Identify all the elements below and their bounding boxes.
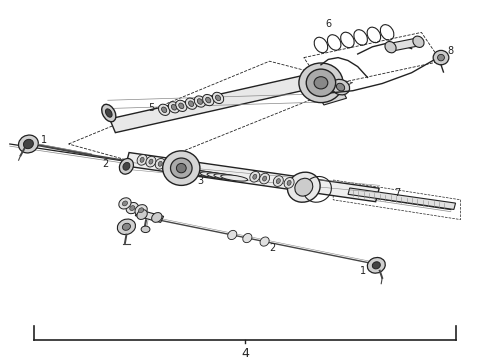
Text: 2: 2 — [269, 243, 275, 253]
Ellipse shape — [139, 208, 144, 213]
Ellipse shape — [117, 219, 136, 235]
Text: 2: 2 — [102, 159, 108, 169]
Ellipse shape — [126, 202, 139, 214]
Ellipse shape — [413, 36, 424, 48]
Ellipse shape — [176, 163, 186, 173]
Ellipse shape — [168, 102, 180, 113]
Text: 6: 6 — [325, 19, 331, 30]
Ellipse shape — [287, 180, 291, 185]
Bar — [320, 91, 346, 105]
Ellipse shape — [123, 162, 130, 170]
Ellipse shape — [186, 170, 214, 176]
Ellipse shape — [172, 104, 176, 110]
Ellipse shape — [162, 107, 167, 113]
Ellipse shape — [220, 175, 248, 181]
Ellipse shape — [19, 135, 38, 153]
Ellipse shape — [141, 226, 150, 233]
Bar — [110, 73, 321, 132]
Ellipse shape — [273, 176, 283, 186]
Ellipse shape — [193, 171, 220, 177]
Ellipse shape — [385, 41, 396, 53]
Ellipse shape — [146, 156, 156, 167]
Ellipse shape — [200, 172, 227, 178]
Ellipse shape — [171, 158, 192, 178]
Ellipse shape — [372, 262, 380, 269]
Ellipse shape — [151, 212, 162, 222]
Ellipse shape — [214, 174, 241, 180]
Ellipse shape — [194, 96, 206, 107]
Text: 4: 4 — [241, 347, 249, 360]
Ellipse shape — [149, 159, 153, 164]
Ellipse shape — [135, 204, 147, 216]
Ellipse shape — [368, 257, 385, 273]
Text: 5: 5 — [148, 103, 154, 113]
Ellipse shape — [250, 171, 260, 182]
Ellipse shape — [122, 201, 127, 206]
Ellipse shape — [140, 157, 144, 162]
Bar — [135, 210, 164, 222]
Ellipse shape — [179, 169, 207, 175]
Ellipse shape — [102, 104, 116, 122]
Ellipse shape — [120, 158, 133, 174]
Ellipse shape — [130, 206, 135, 211]
Ellipse shape — [158, 161, 162, 166]
Text: 8: 8 — [448, 46, 454, 56]
Bar — [348, 188, 456, 210]
Text: 1: 1 — [360, 266, 366, 276]
Ellipse shape — [299, 63, 343, 103]
Ellipse shape — [24, 139, 33, 149]
Ellipse shape — [276, 179, 280, 184]
Ellipse shape — [119, 198, 131, 209]
Text: 7: 7 — [394, 188, 400, 198]
Ellipse shape — [137, 210, 147, 220]
Ellipse shape — [314, 77, 328, 89]
Ellipse shape — [253, 174, 257, 179]
Bar — [125, 153, 379, 202]
Ellipse shape — [163, 151, 200, 185]
Ellipse shape — [137, 154, 147, 165]
Text: 3: 3 — [197, 176, 203, 186]
Ellipse shape — [197, 99, 202, 104]
Ellipse shape — [284, 177, 294, 188]
Ellipse shape — [216, 95, 220, 101]
Ellipse shape — [185, 98, 197, 109]
Ellipse shape — [438, 54, 444, 61]
Ellipse shape — [179, 103, 184, 109]
Ellipse shape — [263, 176, 267, 181]
Ellipse shape — [331, 79, 350, 95]
Ellipse shape — [306, 69, 336, 96]
Ellipse shape — [337, 83, 344, 91]
Ellipse shape — [295, 178, 313, 196]
Ellipse shape — [207, 173, 234, 179]
Ellipse shape — [202, 94, 214, 106]
Ellipse shape — [243, 233, 252, 243]
Ellipse shape — [260, 173, 270, 184]
Ellipse shape — [212, 92, 224, 104]
Ellipse shape — [260, 237, 269, 246]
Ellipse shape — [206, 97, 211, 103]
Ellipse shape — [189, 101, 194, 107]
Ellipse shape — [122, 223, 130, 230]
Ellipse shape — [175, 100, 187, 112]
Ellipse shape — [155, 158, 165, 169]
Ellipse shape — [288, 172, 320, 202]
Bar — [389, 38, 420, 51]
Text: 1: 1 — [41, 135, 47, 145]
Ellipse shape — [228, 230, 237, 239]
Ellipse shape — [158, 104, 170, 116]
Ellipse shape — [105, 109, 112, 117]
Ellipse shape — [433, 50, 449, 65]
